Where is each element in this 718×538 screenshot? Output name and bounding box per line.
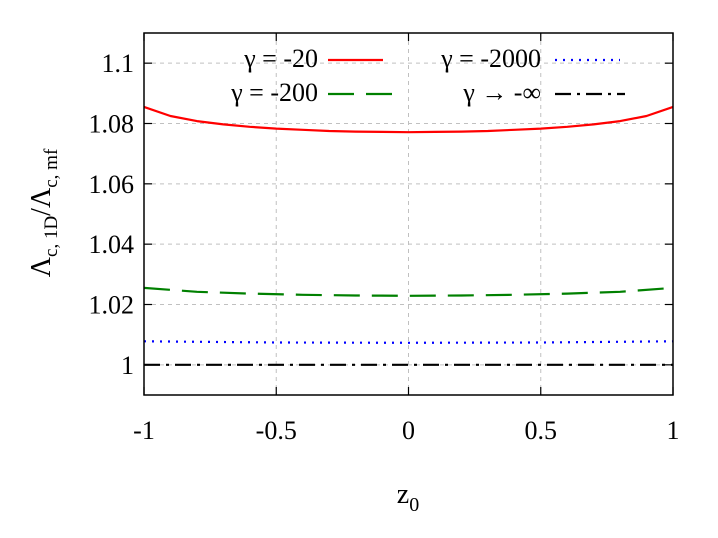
x-tick-label: 0.5	[525, 416, 558, 445]
x-tick-label: 0	[402, 416, 415, 445]
series-line-0	[143, 105, 674, 134]
axis-ticks: -1 -0.5 0 0.5 1 1 1.02 1.04 1.06 1.08 1.1	[89, 33, 680, 445]
y-tick-label: 1.04	[89, 230, 135, 259]
legend-label-gamma-200: γ = -200	[230, 78, 318, 107]
series-line-1	[143, 286, 674, 297]
y-tick-label: 1.02	[89, 291, 135, 320]
x-tick-label: -1	[133, 416, 155, 445]
plot-series	[143, 105, 674, 366]
x-tick-label: 1	[667, 416, 680, 445]
x-axis-label: z0	[397, 479, 419, 516]
y-tick-label: 1.1	[102, 49, 135, 78]
y-axis-label: Λc, 1D/Λc, mf	[26, 148, 62, 277]
y-tick-label: 1.08	[89, 110, 135, 139]
y-tick-label: 1.06	[89, 170, 135, 199]
y-tick-label: 1	[121, 351, 134, 380]
legend-label-gamma-2000: γ = -2000	[440, 44, 541, 73]
legend-label-gamma-inf: γ → -∞	[462, 78, 541, 107]
legend-label-gamma-20: γ = -20	[243, 44, 318, 73]
grid	[144, 33, 673, 395]
legend: γ = -20 γ = -200 γ = -2000 γ → -∞	[230, 44, 625, 107]
x-tick-label: -0.5	[256, 416, 297, 445]
series-line-2	[143, 340, 674, 344]
